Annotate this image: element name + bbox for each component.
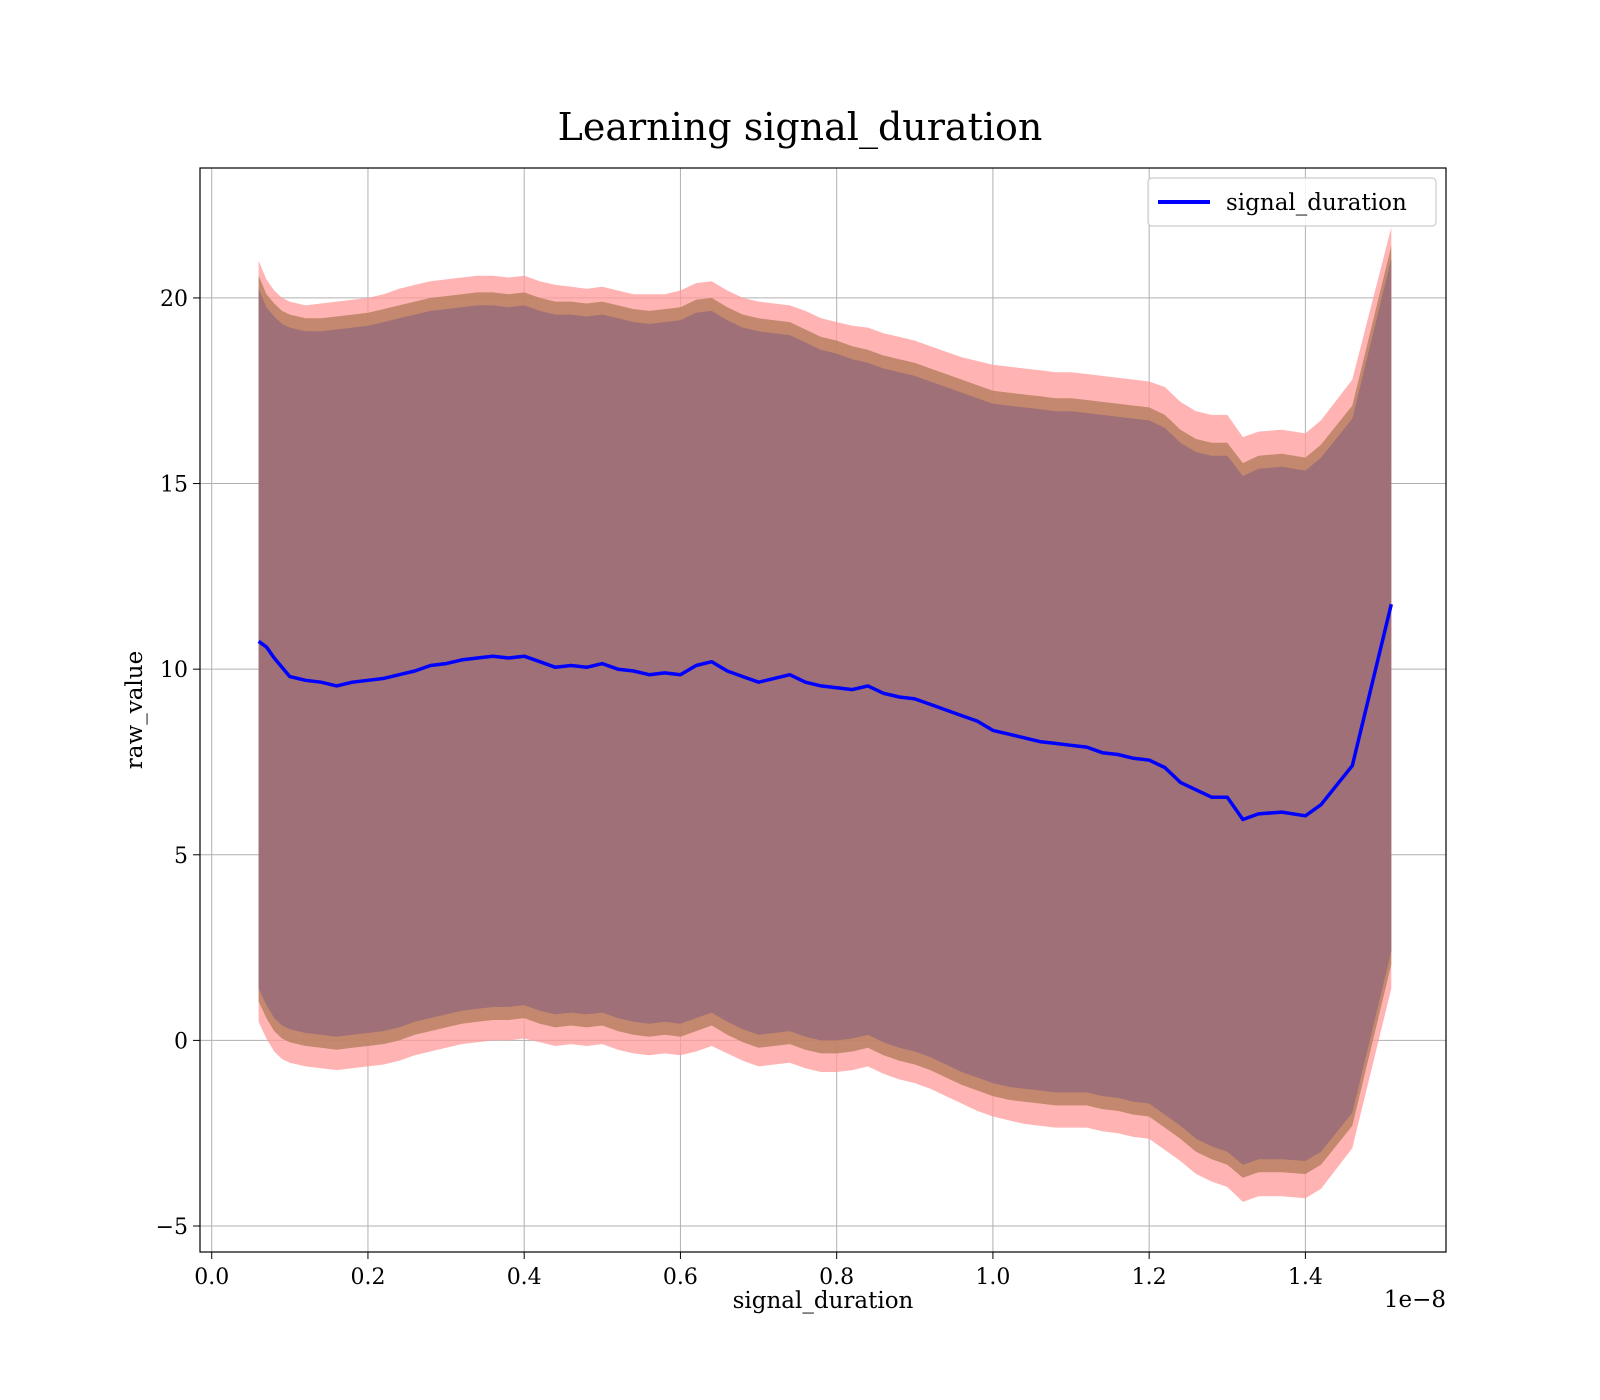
- inner-band: [258, 259, 1392, 1165]
- series-lines: [257, 603, 1394, 822]
- legend: signal_duration: [1147, 177, 1437, 227]
- y-tick-label: 5: [174, 844, 188, 869]
- series-line-signal-duration: [257, 603, 1394, 822]
- y-tick-label: 15: [160, 473, 188, 498]
- x-axis-ticks: 0.0 0.2 0.4 0.6 0.8 1.0 1.2 1.4: [194, 1252, 1323, 1290]
- chart-title: Learning signal_duration: [558, 105, 1043, 150]
- x-axis-label: signal_duration: [733, 1288, 914, 1314]
- y-axis-label: raw_value: [122, 651, 148, 769]
- y-axis-ticks: −5 0 5 10 15 20: [156, 287, 200, 1240]
- x-tick-label: 0.4: [507, 1265, 542, 1290]
- x-tick-label: 1.0: [975, 1265, 1010, 1290]
- x-tick-label: 0.2: [350, 1265, 385, 1290]
- x-tick-label: 1.4: [1288, 1265, 1323, 1290]
- y-tick-label: 10: [160, 658, 188, 683]
- x-axis-offset-label: 1e−8: [1384, 1287, 1446, 1313]
- confidence-bands: [258, 227, 1392, 1202]
- legend-label: signal_duration: [1226, 190, 1407, 216]
- y-tick-label: −5: [156, 1215, 188, 1240]
- x-tick-label: 0.8: [819, 1265, 854, 1290]
- x-tick-label: 0.6: [663, 1265, 698, 1290]
- y-tick-label: 20: [160, 287, 188, 312]
- plot-frame: [199, 167, 1447, 1253]
- legend-box: [1147, 177, 1437, 227]
- y-tick-label: 0: [174, 1029, 188, 1054]
- x-tick-label: 0.0: [194, 1265, 229, 1290]
- x-tick-label: 1.2: [1132, 1265, 1167, 1290]
